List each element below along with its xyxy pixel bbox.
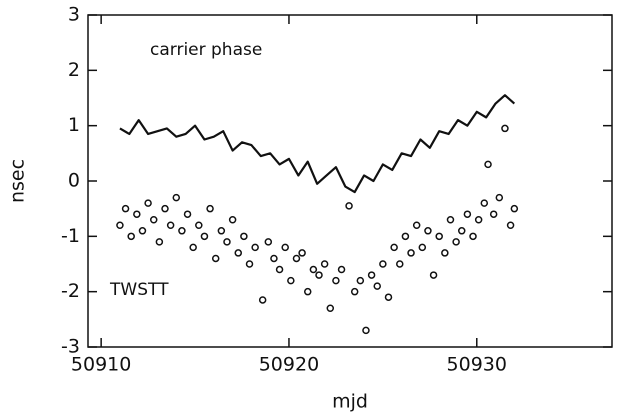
scatter-point xyxy=(303,287,312,296)
x-axis-label: mjd xyxy=(332,391,368,413)
scatter-point xyxy=(424,227,432,235)
scatter-point xyxy=(379,260,387,268)
scatter-point xyxy=(401,232,410,241)
scatter-point xyxy=(489,210,498,218)
scatter-point xyxy=(315,271,323,279)
scatter-point xyxy=(362,326,370,335)
scatter-point xyxy=(217,227,226,235)
scatter-point xyxy=(418,243,427,252)
scatter-point xyxy=(270,254,278,263)
y-tick-label: -3 xyxy=(61,336,80,358)
scatter-point xyxy=(149,215,158,224)
scatter-point xyxy=(506,221,515,230)
scatter-point xyxy=(469,232,477,241)
scatter-point xyxy=(281,243,289,252)
scatter-point xyxy=(367,271,376,279)
scatter-point xyxy=(228,215,237,224)
scatter-point xyxy=(133,210,141,218)
scatter-point xyxy=(189,243,197,252)
scatter-point xyxy=(396,260,404,268)
scatter-point xyxy=(127,232,135,241)
scatter-point xyxy=(251,243,259,252)
scatter-point xyxy=(373,282,381,290)
scatter-point xyxy=(200,232,209,241)
scatter-point xyxy=(258,296,267,304)
scatter-point xyxy=(245,260,254,268)
series-line xyxy=(119,94,516,194)
scatter-point xyxy=(446,215,455,224)
scatter-point xyxy=(178,227,186,235)
scatter-point xyxy=(309,265,318,274)
y-tick-label: -2 xyxy=(61,280,80,302)
scatter-point xyxy=(384,293,393,301)
scatter-point xyxy=(429,271,438,279)
y-tick-label: 0 xyxy=(68,170,80,192)
scatter-point xyxy=(345,202,353,210)
scatter-point xyxy=(510,204,519,213)
scatter-point xyxy=(350,287,359,296)
scatter-point xyxy=(320,260,329,268)
scatter-point xyxy=(275,265,284,274)
scatter-point xyxy=(407,249,415,257)
scatter-point xyxy=(223,238,231,246)
y-tick-label: -1 xyxy=(61,225,80,247)
scatter-point xyxy=(211,254,220,263)
scatter-point xyxy=(298,249,306,257)
scatter-point xyxy=(121,204,130,213)
scatter-point xyxy=(495,193,504,202)
scatter-point xyxy=(501,124,509,133)
scatter-point xyxy=(155,238,164,246)
scatter-point xyxy=(326,304,335,313)
scatter-point xyxy=(172,193,181,202)
scatter-point xyxy=(166,221,175,230)
scatter-point xyxy=(356,276,365,285)
y-axis-label: nsec xyxy=(7,159,29,203)
scatter-point xyxy=(484,160,492,169)
y-tick-label: 2 xyxy=(68,59,80,81)
scatter-point xyxy=(463,210,472,218)
scatter-point xyxy=(195,221,203,230)
scatter-point xyxy=(457,227,466,235)
x-tick-label: 50910 xyxy=(71,354,131,376)
x-tick-label: 50920 xyxy=(259,354,319,376)
series-label: TWSTT xyxy=(109,280,169,300)
scatter-point xyxy=(206,204,214,213)
y-tick-label: 1 xyxy=(68,114,80,136)
scatter-point xyxy=(144,199,152,207)
scatter-point xyxy=(183,210,192,218)
scatter-point xyxy=(474,215,483,224)
scatter-point xyxy=(116,221,124,230)
scatter-point xyxy=(161,204,169,213)
scatter-point xyxy=(292,254,301,263)
scatter-point xyxy=(390,243,398,252)
scatter-point xyxy=(240,232,248,241)
series-label: carrier phase xyxy=(150,40,262,60)
scatter-point xyxy=(332,276,340,285)
x-tick-label: 50930 xyxy=(447,354,507,376)
scatter-point xyxy=(452,238,460,246)
scatter-point xyxy=(138,227,147,235)
scatter-point xyxy=(264,238,273,246)
scatter-point xyxy=(234,249,243,257)
scatter-point xyxy=(480,199,489,207)
scatter-point xyxy=(435,232,443,241)
scatter-point xyxy=(441,249,449,257)
scatter-point xyxy=(287,276,295,285)
y-tick-label: 3 xyxy=(68,4,80,26)
scatter-point xyxy=(337,265,346,274)
scatter-point xyxy=(412,221,421,230)
